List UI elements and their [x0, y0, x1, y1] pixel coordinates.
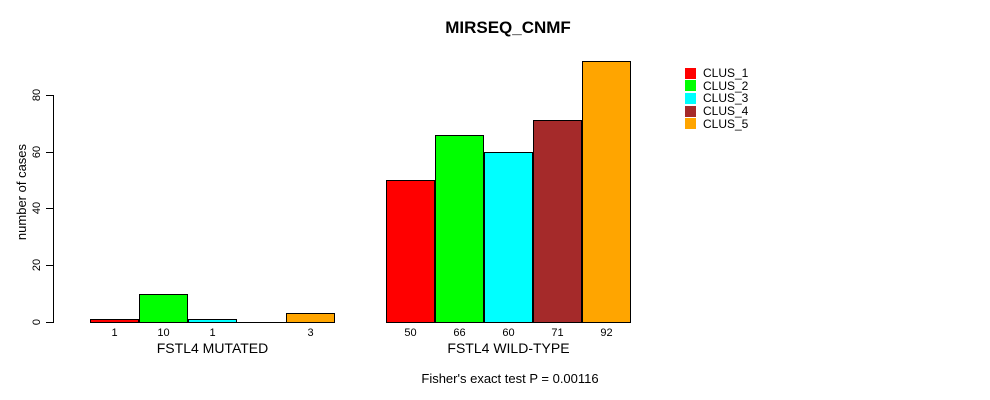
group-label: FSTL4 MUTATED [156, 340, 269, 356]
legend-swatch-clus_3 [685, 92, 696, 104]
bar-clus_4 [533, 120, 582, 323]
y-tick-label: 40 [31, 202, 43, 215]
y-tick-label: 60 [31, 145, 43, 158]
legend-row: CLUS_1 [685, 67, 748, 80]
legend-label: CLUS_3 [703, 91, 749, 106]
legend-label: CLUS_1 [703, 66, 749, 81]
y-tick [46, 151, 53, 153]
y-tick [46, 94, 53, 96]
bar-value-label: 92 [600, 327, 613, 339]
bar-clus_1 [386, 180, 435, 323]
y-tick-label: 20 [31, 259, 43, 272]
bar-clus_3 [484, 152, 533, 323]
y-tick [46, 322, 53, 323]
legend-swatch-clus_4 [685, 105, 696, 117]
bar-value-label: 71 [551, 327, 564, 339]
bar-value-label: 10 [157, 327, 170, 339]
bar-clus_1 [90, 319, 139, 323]
bar-clus_5 [286, 313, 335, 323]
bar-clus_4-zero [237, 322, 286, 323]
legend-label: CLUS_2 [703, 78, 749, 93]
bar-value-label: 3 [307, 327, 314, 339]
y-tick [46, 265, 53, 267]
bar-clus_5 [582, 61, 631, 323]
chart-title: MIRSEQ_CNMF [445, 18, 571, 37]
legend-label: CLUS_5 [703, 116, 749, 131]
y-axis-line [53, 94, 54, 323]
bar-value-label: 1 [111, 327, 118, 339]
y-tick-label: 0 [31, 318, 43, 326]
group-label: FSTL4 WILD-TYPE [447, 340, 570, 356]
bar-value-label: 50 [404, 327, 417, 339]
y-tick [46, 208, 53, 210]
fisher-test-footnote: Fisher's exact test P = 0.00116 [421, 371, 599, 386]
legend-label: CLUS_4 [703, 104, 749, 119]
legend-swatch-clus_1 [685, 67, 696, 79]
legend-row: CLUS_2 [685, 80, 748, 93]
bar-clus_2 [139, 294, 188, 323]
bar-clus_2 [435, 135, 484, 323]
legend-swatch-clus_2 [685, 80, 696, 92]
bar-value-label: 66 [453, 327, 466, 339]
legend-row: CLUS_3 [685, 92, 748, 105]
legend-row: CLUS_4 [685, 105, 748, 118]
legend-row: CLUS_5 [685, 117, 748, 130]
y-tick-label: 80 [31, 88, 43, 101]
bar-clus_3 [188, 319, 237, 323]
bar-value-label: 1 [209, 327, 216, 339]
legend-swatch-clus_5 [685, 118, 696, 130]
bar-value-label: 60 [502, 327, 515, 339]
legend: CLUS_1 CLUS_2 CLUS_3 CLUS_4 CLUS_5 [685, 67, 748, 130]
